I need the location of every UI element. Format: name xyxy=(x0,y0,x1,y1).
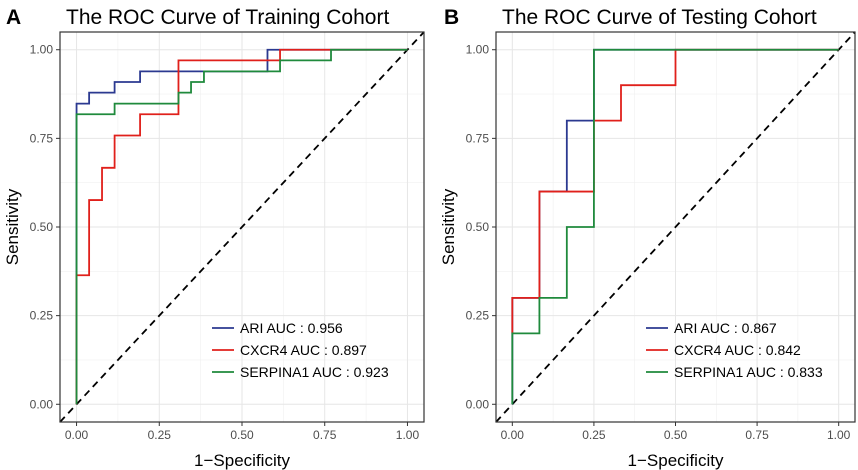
legend-label-ari: ARI AUC : 0.956 xyxy=(240,320,343,336)
legend: ARI AUC : 0.956 CXCR4 AUC : 0.897 SERPINA1… xyxy=(212,320,389,380)
y-tick-label: 0.00 xyxy=(466,397,490,411)
y-axis-title: Sensitivity xyxy=(439,188,458,265)
y-tick-label: 0.75 xyxy=(466,131,490,145)
legend-label-ari: ARI AUC : 0.867 xyxy=(674,320,777,336)
roc-line-cxcr4 xyxy=(75,48,408,405)
legend-label-cxcr4: CXCR4 AUC : 0.842 xyxy=(674,342,801,358)
panel-label: A xyxy=(6,6,21,29)
chart-title: The ROC Curve of Testing Cohort xyxy=(502,6,817,29)
legend-label-serpina1: SERPINA1 AUC : 0.923 xyxy=(240,364,389,380)
y-tick-label: 1.00 xyxy=(466,43,490,57)
roc-line-serpina1 xyxy=(75,48,408,405)
chart-title: The ROC Curve of Training Cohort xyxy=(66,6,389,29)
x-tick-label: 0.00 xyxy=(501,428,525,442)
roc-line-serpina1 xyxy=(511,48,839,405)
x-tick-label: 0.25 xyxy=(582,428,606,442)
roc-panel-a: 0.00 0.25 0.50 0.75 1.00 0.00 0.25 0.50 0.75 1.00… xyxy=(3,6,425,470)
panel-label: B xyxy=(444,6,459,29)
legend-label-cxcr4: CXCR4 AUC : 0.897 xyxy=(240,342,367,358)
x-tick-label: 0.00 xyxy=(65,428,89,442)
x-tick-label: 0.50 xyxy=(230,428,254,442)
x-tick-label: 0.25 xyxy=(148,428,172,442)
x-tick-label: 1.00 xyxy=(827,428,851,442)
y-axis-title: Sensitivity xyxy=(3,188,22,265)
y-tick-label: 0.00 xyxy=(30,397,54,411)
diagonal-reference-line xyxy=(495,31,856,423)
y-tick-label: 0.25 xyxy=(30,309,54,323)
y-tick-label: 0.50 xyxy=(30,220,54,234)
legend: ARI AUC : 0.867 CXCR4 AUC : 0.842 SERPINA1… xyxy=(646,320,823,380)
x-tick-label: 1.00 xyxy=(396,428,420,442)
x-tick-label: 0.50 xyxy=(664,428,688,442)
legend-label-serpina1: SERPINA1 AUC : 0.833 xyxy=(674,364,823,380)
y-tick-label: 0.25 xyxy=(466,309,490,323)
x-axis-title: 1−Specificity xyxy=(194,451,290,470)
diagonal-reference-line xyxy=(59,31,425,423)
y-tick-label: 1.00 xyxy=(30,43,54,57)
x-axis-title: 1−Specificity xyxy=(628,451,724,470)
y-tick-label: 0.75 xyxy=(30,131,54,145)
x-tick-label: 0.75 xyxy=(745,428,769,442)
roc-panel-b: 0.00 0.25 0.50 0.75 1.00 0.00 0.25 0.50 0.75 1.00… xyxy=(439,6,856,470)
y-tick-label: 0.50 xyxy=(466,220,490,234)
x-tick-label: 0.75 xyxy=(313,428,337,442)
